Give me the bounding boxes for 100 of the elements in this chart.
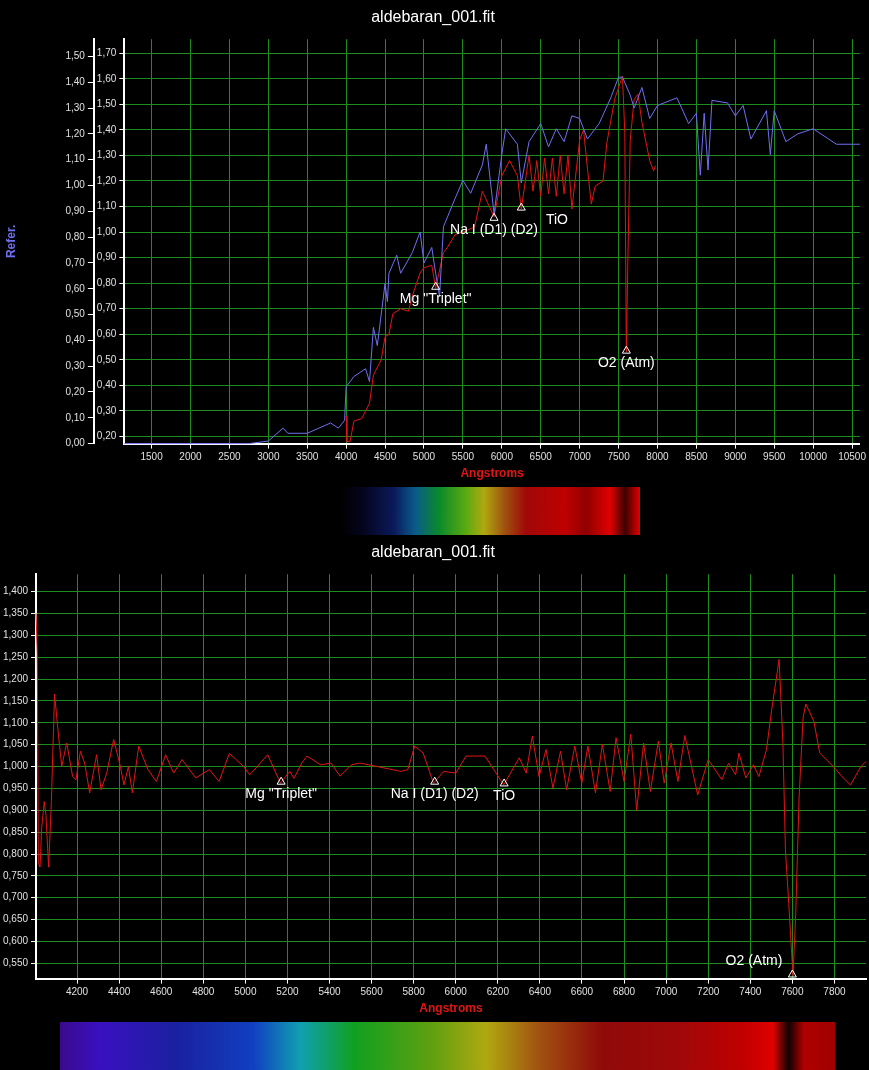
annotation: Na I (D1) (D2) — [390, 785, 479, 802]
y-tick-label: 1,60 — [96, 72, 117, 84]
y-tick-label: 0,50 — [96, 353, 117, 365]
x-tick-label: 5800 — [402, 986, 426, 998]
x-tick-label: 5000 — [234, 986, 257, 998]
x-tick-label: 5200 — [276, 986, 299, 998]
annotation: Mg "Triplet" — [399, 290, 472, 307]
x-tick-label: 5000 — [412, 451, 436, 463]
y2-tick-label: 0,50 — [65, 308, 86, 320]
y-tick-label: 1,200 — [2, 672, 29, 684]
x-tick-label: 4500 — [373, 451, 397, 463]
annotation: Na I (D1) (D2) — [450, 221, 538, 238]
chart-title: aldebaran_001.fit — [371, 8, 496, 27]
x-tick-label: 6000 — [490, 451, 514, 463]
x-tick-label: 10000 — [799, 451, 828, 463]
y-tick-label: 0,20 — [96, 430, 117, 442]
y-tick-label: 0,950 — [2, 782, 29, 794]
x-tick-label: 4000 — [335, 451, 358, 463]
y-tick-label: 0,800 — [2, 847, 29, 859]
y2-tick-label: 0,10 — [65, 411, 86, 423]
y-tick-label: 1,10 — [96, 200, 117, 212]
y-tick-label: 1,350 — [2, 607, 29, 619]
y-tick-label: 0,70 — [96, 302, 117, 314]
y2-tick-label: 1,20 — [65, 127, 86, 139]
y-tick-label: 0,700 — [2, 891, 29, 903]
y-tick-label: 1,400 — [2, 585, 29, 597]
x-tick-label: 7800 — [823, 986, 846, 998]
y2-tick-label: 1,30 — [65, 101, 86, 113]
x-tick-label: 6400 — [528, 986, 552, 998]
y-tick-label: 0,900 — [2, 804, 29, 816]
x-tick-label: 6200 — [486, 986, 510, 998]
annotation: TiO — [493, 786, 516, 803]
x-tick-label: 8000 — [646, 451, 670, 463]
annotation: TiO — [545, 210, 569, 227]
y2-tick-label: 1,40 — [65, 76, 86, 88]
x-tick-label: 4200 — [65, 986, 89, 998]
y-tick-label: 1,70 — [96, 47, 117, 58]
y2-tick-label: 0,90 — [65, 205, 86, 217]
y-tick-label: 1,20 — [96, 174, 117, 186]
y-tick-label: 0,30 — [96, 404, 117, 416]
annotation: O2 (Atm) — [725, 951, 783, 968]
x-tick-label: 6600 — [570, 986, 594, 998]
y-tick-label: 0,850 — [2, 825, 29, 837]
y-tick-label: 0,650 — [2, 913, 29, 925]
y2-tick-label: 1,10 — [65, 153, 86, 165]
x-tick-label: 7200 — [697, 986, 720, 998]
y-tick-label: 0,60 — [96, 328, 117, 340]
y-tick-label: 0,550 — [2, 957, 29, 969]
x-tick-label: 2500 — [218, 451, 241, 463]
y-tick-label: 1,250 — [2, 651, 29, 663]
y-tick-label: 1,30 — [96, 149, 117, 161]
y-tick-label: 1,40 — [96, 123, 117, 135]
y-tick-label: 1,50 — [96, 98, 117, 110]
x-tick-label: 4800 — [192, 986, 215, 998]
x-tick-label: 7600 — [781, 986, 804, 998]
y2-axis-title: Refer. — [3, 224, 18, 259]
x-tick-label: 6800 — [612, 986, 636, 998]
y2-tick-label: 0,80 — [65, 230, 86, 242]
x-tick-label: 9500 — [763, 451, 786, 463]
x-axis-title: Angstroms — [419, 1001, 484, 1016]
y2-tick-label: 0,70 — [65, 256, 86, 268]
x-tick-label: 6500 — [529, 451, 553, 463]
y-tick-label: 1,100 — [2, 716, 29, 728]
x-tick-label: 9000 — [724, 451, 747, 463]
y-tick-label: 1,300 — [2, 629, 29, 641]
y-tick-label: 1,000 — [2, 760, 29, 772]
x-tick-label: 7000 — [655, 986, 678, 998]
y-tick-label: 0,600 — [2, 935, 29, 947]
annotation: O2 (Atm) — [597, 354, 655, 370]
x-tick-label: 1500 — [140, 451, 164, 463]
x-tick-label: 5400 — [318, 986, 342, 998]
x-tick-label: 8500 — [685, 451, 708, 463]
chart-title: aldebaran_001.fit — [371, 543, 496, 562]
y2-tick-label: 0,40 — [65, 334, 86, 346]
x-axis-title: Angstroms — [460, 466, 525, 481]
y2-tick-label: 0,60 — [65, 282, 86, 294]
x-tick-label: 5500 — [451, 451, 475, 463]
x-tick-label: 10500 — [838, 451, 867, 463]
y-tick-label: 0,80 — [96, 276, 117, 288]
y-tick-label: 1,050 — [2, 738, 29, 750]
x-tick-label: 4600 — [150, 986, 173, 998]
y2-tick-label: 0,30 — [65, 359, 86, 371]
y-tick-label: 1,150 — [2, 694, 29, 706]
x-tick-label: 3500 — [296, 451, 319, 463]
y-tick-label: 0,40 — [96, 379, 117, 391]
y-tick-label: 0,750 — [2, 869, 29, 881]
x-tick-label: 3000 — [257, 451, 280, 463]
x-tick-label: 7400 — [739, 986, 762, 998]
x-tick-label: 5600 — [360, 986, 384, 998]
y2-tick-label: 0,20 — [65, 385, 86, 397]
y2-tick-label: 0,00 — [65, 437, 86, 449]
y2-tick-label: 1,00 — [65, 179, 86, 191]
x-tick-label: 2000 — [179, 451, 203, 463]
x-tick-label: 6000 — [444, 986, 468, 998]
x-tick-label: 4400 — [108, 986, 131, 998]
annotation: Mg "Triplet" — [245, 785, 317, 802]
y-tick-label: 1,00 — [96, 225, 117, 237]
y-tick-label: 0,90 — [96, 251, 117, 263]
y2-tick-label: 1,50 — [65, 50, 86, 62]
x-tick-label: 7500 — [607, 451, 631, 463]
